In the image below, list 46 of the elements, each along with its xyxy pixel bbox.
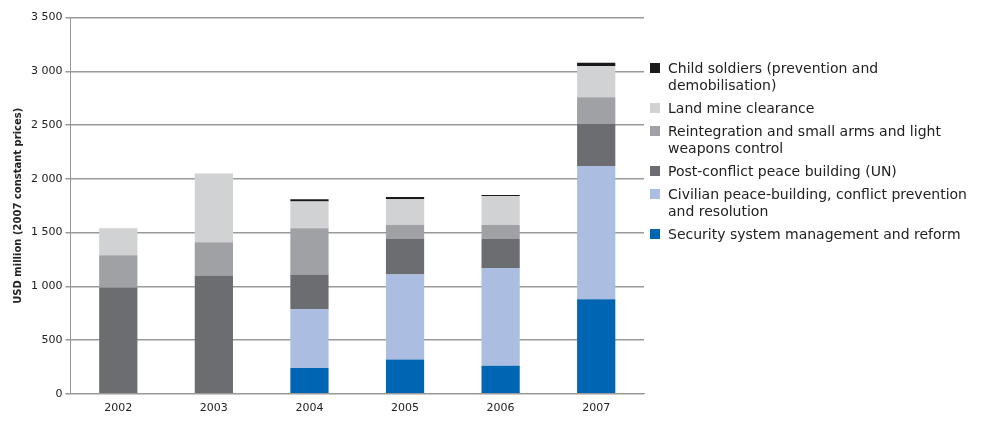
bar [194, 242, 233, 276]
bar [194, 173, 233, 243]
bar [481, 365, 520, 394]
bar [290, 368, 329, 394]
bar [385, 359, 425, 394]
y-tick-label: 2 500 [30, 117, 63, 131]
y-tick-label: 1 500 [30, 225, 63, 239]
x-tick-label: 2003 [199, 401, 228, 415]
bar [290, 308, 329, 368]
bar [290, 201, 329, 229]
y-tick-label: 2 000 [30, 171, 63, 185]
bar [577, 165, 616, 300]
y-tick-label: 1 000 [30, 279, 63, 293]
legend-label: Land mine clearance [668, 100, 815, 117]
x-tick-label: 2006 [486, 401, 515, 415]
y-axis-title: USD million (2007 constant prices) [11, 107, 23, 304]
x-tick-label: 2004 [295, 401, 324, 415]
bar [577, 124, 616, 166]
bar [99, 287, 138, 394]
bar [481, 239, 520, 269]
y-tick-label: 0 [55, 386, 63, 400]
x-tick-label: 2005 [391, 401, 420, 415]
legend-label: Reintegration and small arms and light weapons control [668, 123, 942, 157]
legend-label: Security system management and reform [668, 226, 961, 243]
x-tick-label: 2002 [104, 401, 133, 415]
bar [194, 275, 233, 394]
y-tick-label: 3 500 [30, 10, 63, 24]
legend-label: Post-conflict peace building (UN) [668, 163, 897, 180]
bar [577, 62, 616, 66]
bar [577, 97, 616, 125]
bar [385, 239, 425, 275]
y-tick-label: 3 000 [30, 64, 63, 78]
bar [481, 268, 520, 366]
x-tick-label: 2007 [582, 401, 611, 415]
legend-label: Civilian peace-building, conflict prevention and resolution [668, 186, 968, 220]
bar [99, 228, 138, 256]
bar [290, 274, 329, 309]
bar [577, 65, 616, 98]
y-tick-label: 500 [41, 332, 63, 346]
bar [577, 299, 616, 394]
bar [385, 197, 425, 200]
legend-label: Child soldiers (prevention and demobilisation) [668, 60, 880, 94]
bar [385, 274, 425, 360]
bar [481, 196, 520, 226]
bar [290, 199, 329, 202]
bar [385, 199, 425, 226]
